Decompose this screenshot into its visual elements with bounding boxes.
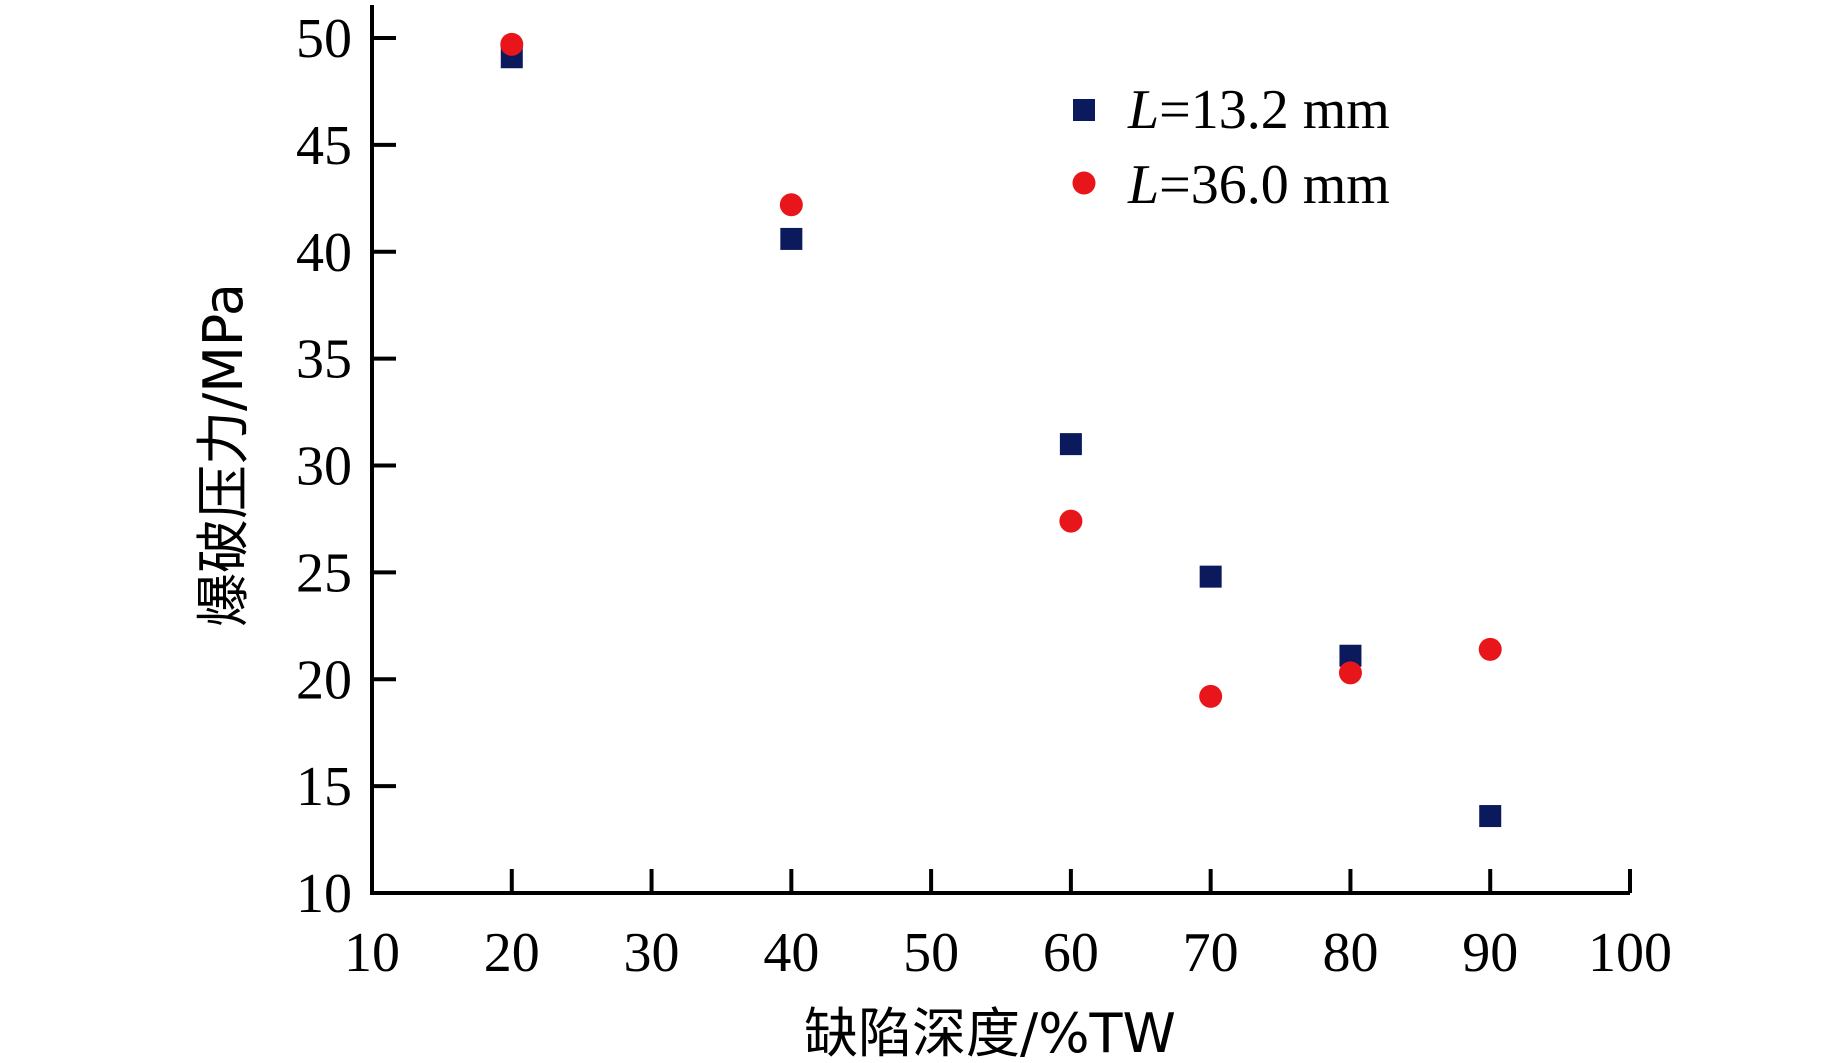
x-tick-label: 80 xyxy=(1322,922,1378,984)
data-point-circle xyxy=(500,32,524,56)
data-points xyxy=(500,32,1502,828)
y-axis-title: 爆破压力/MPa xyxy=(192,283,255,627)
y-tick-label: 35 xyxy=(296,329,352,391)
data-point-square xyxy=(780,227,803,250)
legend-label: L=36.0 mm xyxy=(1127,154,1390,216)
x-ticks: 10 20 30 40 50 60 70 80 90 100 xyxy=(344,869,1672,984)
y-tick-label: 20 xyxy=(296,649,352,711)
legend-label-suffix: =13.2 mm xyxy=(1159,79,1390,141)
data-point-circle xyxy=(1478,637,1502,661)
legend-label: L=13.2 mm xyxy=(1127,79,1390,141)
legend: L=13.2 mm L=36.0 mm xyxy=(1072,79,1390,216)
legend-entry-1: L=36.0 mm xyxy=(1072,154,1390,216)
y-tick-label: 15 xyxy=(296,756,352,818)
x-tick-label: 10 xyxy=(344,922,400,984)
axes xyxy=(370,5,1630,895)
x-axis-title: 缺陷深度/%TW xyxy=(804,1002,1176,1063)
data-point-circle xyxy=(1199,684,1223,708)
data-point-square xyxy=(1339,644,1362,667)
y-ticks: 10 15 20 25 30 35 40 45 50 xyxy=(296,8,396,925)
legend-marker-square xyxy=(1073,99,1095,121)
y-tick-label: 10 xyxy=(296,863,352,925)
x-tick-label: 30 xyxy=(624,922,680,984)
legend-label-suffix: =36.0 mm xyxy=(1159,154,1390,216)
x-tick-label: 20 xyxy=(484,922,540,984)
legend-entry-0: L=13.2 mm xyxy=(1073,79,1390,141)
y-tick-label: 40 xyxy=(296,222,352,284)
legend-marker-circle xyxy=(1072,171,1096,195)
data-point-circle xyxy=(779,193,803,217)
x-tick-label: 50 xyxy=(903,922,959,984)
data-point-square xyxy=(1199,565,1222,588)
legend-label-prefix: L xyxy=(1127,79,1159,141)
x-tick-label: 40 xyxy=(763,922,819,984)
data-point-circle xyxy=(1338,661,1362,685)
data-point-square xyxy=(1059,433,1082,456)
y-tick-label: 30 xyxy=(296,436,352,498)
x-tick-label: 70 xyxy=(1183,922,1239,984)
y-tick-label: 45 xyxy=(296,115,352,177)
y-tick-label: 25 xyxy=(296,542,352,604)
x-tick-label: 90 xyxy=(1462,922,1518,984)
y-tick-label: 50 xyxy=(296,8,352,70)
x-tick-label: 60 xyxy=(1043,922,1099,984)
x-tick-label: 100 xyxy=(1588,922,1672,984)
legend-label-prefix: L xyxy=(1127,154,1159,216)
data-point-circle xyxy=(1059,509,1083,533)
data-point-square xyxy=(1479,805,1502,828)
